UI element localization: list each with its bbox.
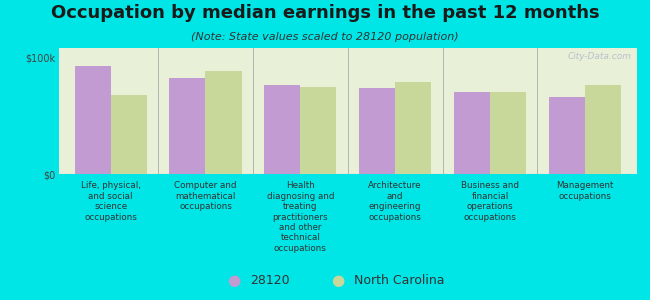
Bar bbox=[395, 82, 431, 174]
Text: Health
diagnosing and
treating
practitioners
and other
technical
occupations: Health diagnosing and treating practitio… bbox=[266, 182, 334, 253]
Bar bbox=[170, 78, 205, 174]
Text: Occupation by median earnings in the past 12 months: Occupation by median earnings in the pas… bbox=[51, 4, 599, 22]
Bar bbox=[205, 71, 242, 174]
Bar bbox=[75, 65, 110, 174]
Bar bbox=[265, 85, 300, 174]
Bar bbox=[454, 92, 490, 174]
Bar bbox=[111, 95, 147, 174]
Text: ●: ● bbox=[227, 273, 240, 288]
Text: 28120: 28120 bbox=[250, 274, 290, 287]
Text: Computer and
mathematical
occupations: Computer and mathematical occupations bbox=[174, 182, 237, 211]
Text: Life, physical,
and social
science
occupations: Life, physical, and social science occup… bbox=[81, 182, 140, 222]
Bar bbox=[490, 92, 526, 174]
Text: ●: ● bbox=[332, 273, 344, 288]
Text: Management
occupations: Management occupations bbox=[556, 182, 614, 201]
Bar bbox=[359, 88, 395, 174]
Bar bbox=[300, 86, 336, 174]
Text: North Carolina: North Carolina bbox=[354, 274, 445, 287]
Text: Business and
financial
operations
occupations: Business and financial operations occupa… bbox=[461, 182, 519, 222]
Bar bbox=[585, 85, 621, 174]
Bar bbox=[549, 97, 585, 174]
Text: (Note: State values scaled to 28120 population): (Note: State values scaled to 28120 popu… bbox=[191, 32, 459, 41]
Text: Architecture
and
engineering
occupations: Architecture and engineering occupations bbox=[369, 182, 422, 222]
Text: City-Data.com: City-Data.com bbox=[567, 52, 631, 61]
